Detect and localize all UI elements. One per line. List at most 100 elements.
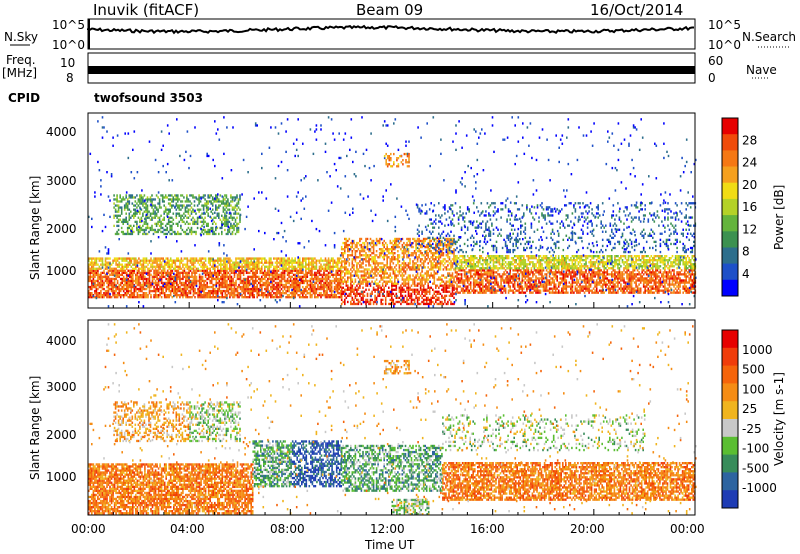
power-cell [381,272,384,275]
power-cell [530,257,533,260]
power-cell [162,292,164,295]
power-cell [383,264,385,267]
power-cell [389,241,392,245]
power-cell [215,289,218,293]
power-cell [292,287,295,291]
freq-label: Freq. [6,53,36,67]
power-cell [273,269,275,272]
power-cell [241,281,243,285]
power-cell [145,265,148,268]
power-cell [476,283,478,286]
power-cell [500,281,502,284]
power-cell [448,262,451,265]
power-cell [253,257,255,260]
power-cell [460,275,463,278]
power-cell [340,288,343,291]
power-cell [191,263,193,266]
power-cell [383,270,385,273]
power-cell [415,256,417,259]
power-cell [314,292,316,295]
power-cell [501,263,504,266]
power-cell [482,267,484,270]
power-cell [320,296,322,299]
power-cell [392,284,395,287]
power-cell [571,265,574,268]
power-cell [344,266,346,269]
power-cell [557,265,560,268]
power-cell [372,250,375,253]
power-cell [224,267,227,270]
power-cell [388,274,390,277]
power-cell [523,271,525,274]
power-cell [251,281,254,285]
power-cell [448,298,451,302]
power-cell [351,278,354,281]
power-cell [198,273,201,277]
power-cell [497,285,499,288]
power-cell [283,269,286,272]
power-cell [375,250,378,253]
power-cell [127,279,130,283]
power-cell [340,272,343,275]
power-cell [298,287,301,291]
power-cell [388,292,390,296]
power-cell [101,279,104,283]
power-cell [340,248,343,251]
power-cell [477,283,480,286]
power-cell [321,275,324,279]
power-cell [365,256,367,259]
power-cell [447,302,449,306]
power-cell [166,287,169,291]
power-cell [129,279,131,283]
power-cell [380,286,382,289]
power-cell [366,256,369,259]
power-cell [251,296,254,299]
power-cell [360,274,363,277]
power-cell [557,267,560,270]
power-cell [138,287,140,291]
power-cell [518,277,521,280]
power-cell [104,292,107,295]
power-cell [173,277,175,281]
power-cell [88,292,90,295]
power-cell [224,289,227,293]
power-cell [547,259,549,262]
power-cell [401,278,404,281]
power-cell [339,283,342,287]
power-cell [194,273,196,277]
power-cell [553,271,555,274]
power-cell [386,262,388,265]
power-cell [506,277,508,280]
power-cell [345,280,348,283]
power-cell [504,289,507,292]
power-cell [179,294,181,297]
power-cell [253,279,255,283]
power-cell [404,280,407,283]
power-cell [397,296,399,300]
power-cell [447,250,449,253]
power-cell [217,273,219,277]
power-cell [378,270,381,273]
power-cell [351,280,354,283]
power-cell [371,290,373,293]
power-cell [142,267,145,270]
power-cell [388,294,390,298]
power-cell [503,287,505,290]
power-cell [314,273,316,277]
power-cell [150,259,152,262]
power-cell [501,279,504,282]
power-cell [465,287,467,290]
power-cell [384,272,387,275]
power-cell [98,275,101,279]
power-cell [144,269,146,272]
power-cell [472,257,475,260]
power-cell [317,279,319,283]
power-cell [391,268,393,271]
power-cell [154,261,157,264]
power-cell [248,257,251,260]
power-cell [130,279,133,283]
power-cell [424,256,426,259]
power-cell [366,260,369,263]
power-cell [251,279,254,283]
power-cell [365,302,367,306]
